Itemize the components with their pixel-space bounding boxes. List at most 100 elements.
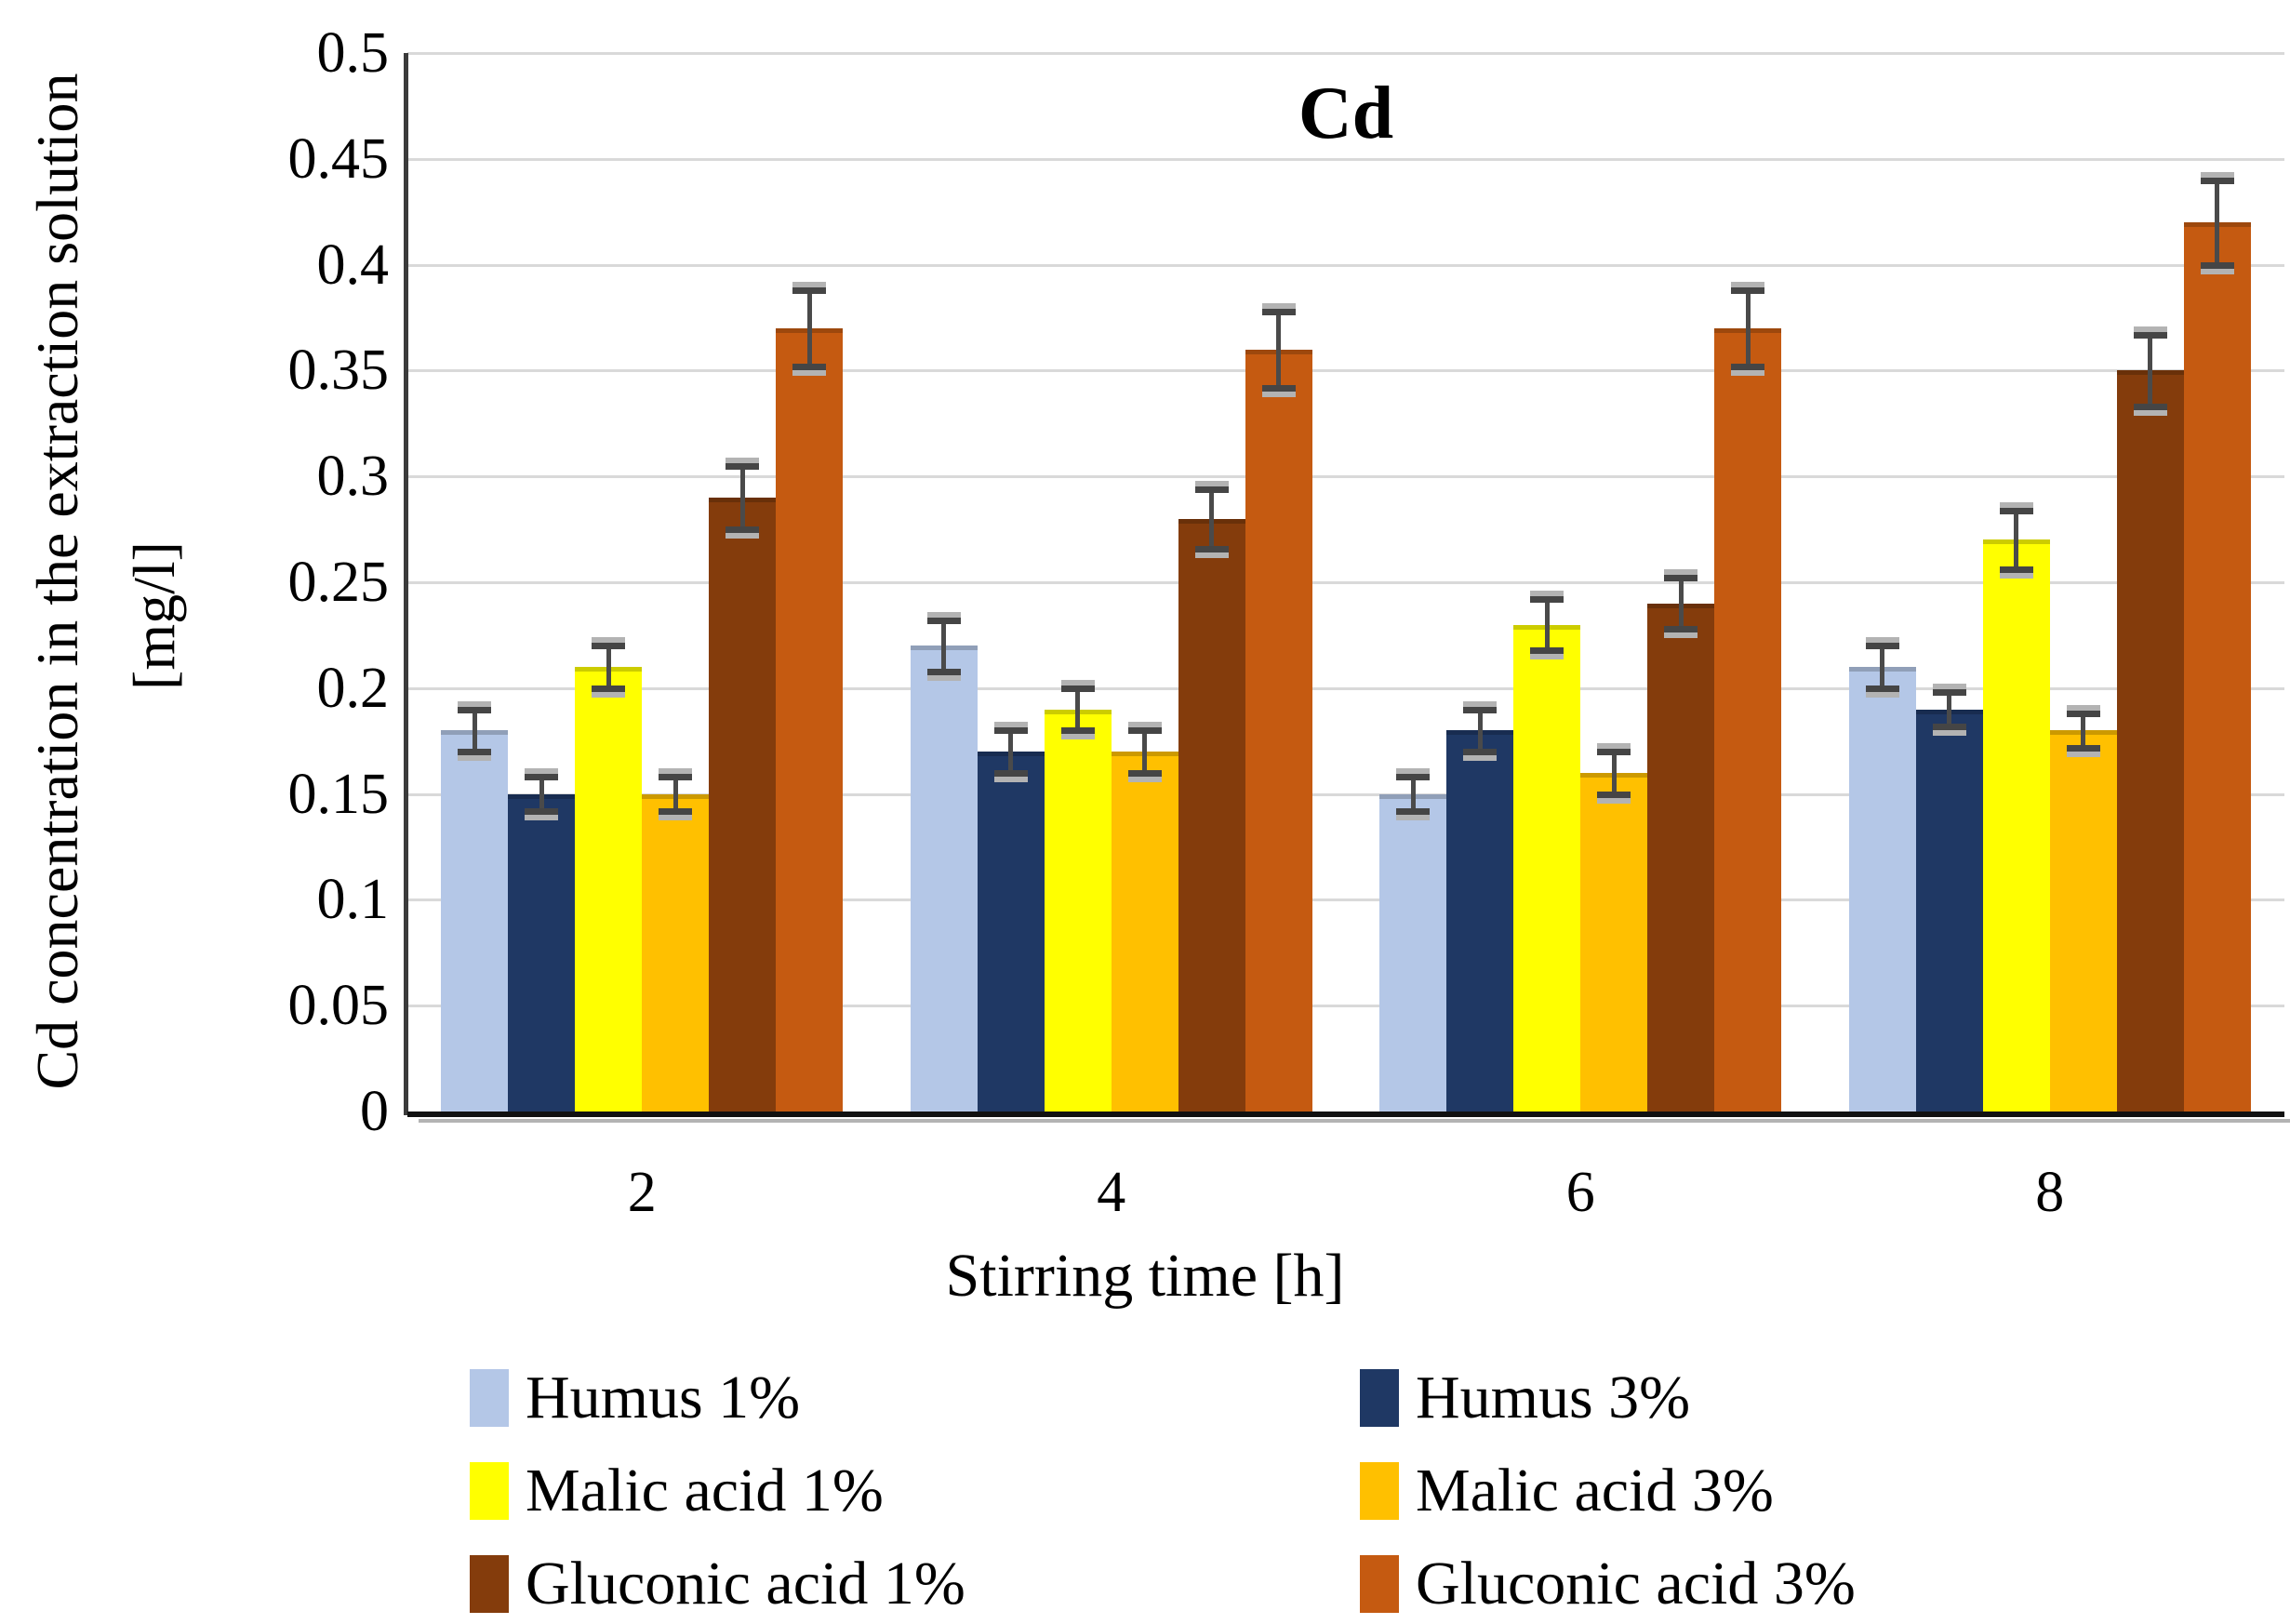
gridline — [407, 792, 2284, 796]
error-bar-whisker — [941, 619, 947, 672]
bar-malic-acid-3--2h — [642, 793, 710, 1112]
error-bar-cap — [592, 685, 626, 692]
error-bar-whisker — [1947, 692, 1952, 726]
error-bar-cap — [726, 462, 760, 470]
error-bar-cap — [659, 807, 693, 815]
error-bar-whisker — [1008, 730, 1014, 773]
bar-gluconic-acid-1--6h — [1647, 603, 1715, 1112]
bar-malic-acid-1--8h — [1982, 539, 2050, 1112]
gridline — [407, 899, 2284, 902]
error-bar-whisker — [806, 289, 812, 366]
error-bar-cap — [1463, 706, 1498, 713]
error-bar-cap — [525, 774, 559, 781]
legend-swatch — [1360, 1462, 1399, 1520]
error-bar-cap — [1463, 749, 1498, 756]
error-bar-whisker — [1209, 488, 1215, 549]
y-tick-label: 0.45 — [287, 126, 390, 191]
x-axis-title: Stirring time [h] — [945, 1242, 1345, 1310]
legend-label: Gluconic acid 1% — [526, 1550, 965, 1617]
y-tick-label: 0.3 — [316, 445, 390, 509]
error-bar-whisker — [1276, 311, 1282, 388]
error-bar-cap — [2066, 711, 2100, 718]
error-bar-whisker — [2081, 713, 2086, 748]
legend-swatch — [1360, 1555, 1399, 1613]
error-bar-whisker — [539, 777, 544, 811]
error-bar-cap — [1396, 807, 1431, 815]
legend-swatch — [470, 1462, 509, 1520]
error-bar-cap — [525, 807, 559, 815]
bar-malic-acid-1--4h — [1044, 709, 1112, 1112]
error-bar-whisker — [1880, 646, 1885, 688]
error-bar-whisker — [2215, 180, 2220, 265]
y-axis-title: Cd concentration in the extraction solut… — [24, 73, 90, 1090]
error-bar-cap — [1999, 507, 2033, 514]
y-axis-unit-label: [mg/l] — [121, 541, 187, 690]
error-bar-cap — [1865, 643, 1899, 650]
y-tick-label: 0.5 — [316, 21, 390, 85]
bar-humus-3--4h — [977, 752, 1045, 1112]
error-bar-cap — [1731, 363, 1765, 370]
y-tick-label: 0.4 — [316, 233, 390, 297]
error-bar-cap — [926, 617, 961, 624]
legend-label: Malic acid 3% — [1416, 1457, 1774, 1524]
error-bar-cap — [1999, 566, 2033, 574]
bar-humus-1--8h — [1848, 667, 1916, 1112]
error-bar-cap — [792, 363, 827, 370]
bar-gluconic-acid-3--2h — [776, 327, 844, 1112]
error-bar-whisker — [1678, 578, 1684, 630]
bar-malic-acid-1--6h — [1513, 624, 1581, 1112]
error-bar-cap — [993, 727, 1028, 735]
error-bar-cap — [2133, 404, 2167, 411]
bar-gluconic-acid-1--4h — [1178, 518, 1245, 1112]
bar-gluconic-acid-3--8h — [2183, 222, 2251, 1112]
error-bar-cap — [1865, 685, 1899, 692]
x-axis-shadow — [419, 1119, 2290, 1123]
gridline — [407, 157, 2284, 161]
y-tick-label: 0.05 — [287, 974, 390, 1038]
gridline — [407, 475, 2284, 479]
error-bar-cap — [993, 769, 1028, 777]
y-tick-label: 0.25 — [287, 551, 390, 614]
y-tick-label: 0 — [360, 1080, 389, 1143]
y-tick-label: 0.35 — [287, 339, 390, 403]
error-bar-cap — [592, 643, 626, 650]
error-bar-cap — [1127, 727, 1162, 735]
error-bar-whisker — [1410, 777, 1416, 811]
error-bar-whisker — [606, 646, 611, 688]
error-bar-cap — [1932, 723, 1966, 730]
error-bar-cap — [1060, 685, 1095, 692]
error-bar-whisker — [2014, 510, 2019, 570]
error-bar-cap — [1194, 486, 1229, 493]
bar-humus-1--2h — [441, 730, 509, 1112]
x-tick-label: 8 — [2035, 1161, 2065, 1224]
error-bar-cap — [1597, 749, 1631, 756]
gridline — [407, 686, 2284, 690]
error-bar-cap — [792, 286, 827, 294]
error-bar-cap — [2200, 177, 2234, 184]
error-bar-cap — [1731, 286, 1765, 294]
error-bar-cap — [926, 668, 961, 675]
error-bar-whisker — [1075, 687, 1081, 731]
y-tick-label: 0.1 — [316, 868, 390, 932]
error-bar-whisker — [2148, 334, 2153, 407]
error-bar-cap — [1932, 689, 1966, 697]
gridline — [407, 52, 2284, 55]
legend-swatch — [1360, 1369, 1399, 1427]
gridline — [407, 263, 2284, 267]
y-tick-label: 0.2 — [316, 656, 390, 720]
x-tick-label: 6 — [1565, 1161, 1595, 1224]
bar-gluconic-acid-1--2h — [709, 497, 777, 1112]
error-bar-cap — [1127, 769, 1162, 777]
y-tick-label: 0.15 — [287, 762, 390, 826]
error-bar-whisker — [1142, 730, 1148, 773]
gridline — [407, 581, 2284, 584]
legend-label: Gluconic acid 3% — [1416, 1550, 1856, 1617]
error-bar-whisker — [1477, 709, 1483, 752]
error-bar-whisker — [1611, 752, 1617, 794]
plot-area — [407, 52, 2284, 1112]
y-axis-line — [404, 53, 408, 1115]
legend-label: Malic acid 1% — [526, 1457, 884, 1524]
error-bar-cap — [1597, 791, 1631, 798]
error-bar-cap — [659, 774, 693, 781]
